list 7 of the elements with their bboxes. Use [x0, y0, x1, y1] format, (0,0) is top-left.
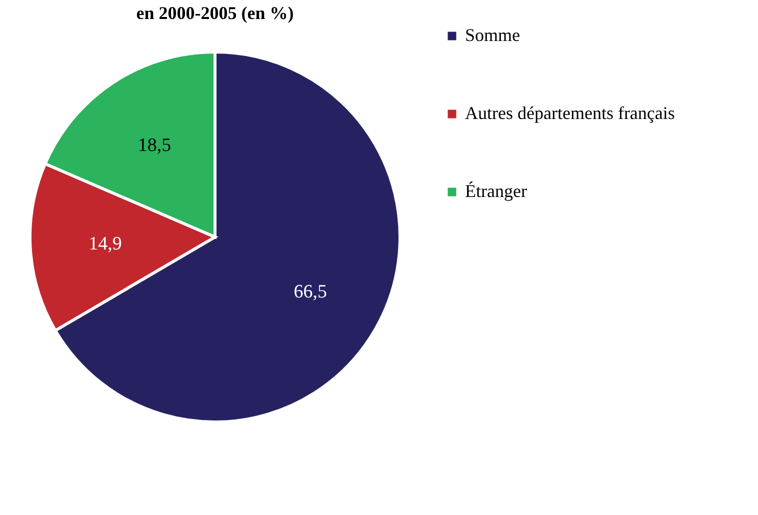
legend-label: Étranger: [465, 181, 527, 201]
data-label: 14,9: [88, 234, 122, 255]
legend-label: Somme: [465, 25, 520, 45]
legend-label: Autres départements français: [465, 103, 675, 123]
data-label: 18,5: [138, 135, 172, 156]
data-label: 66,5: [294, 282, 328, 303]
chart-title: en 2000-2005 (en %): [136, 3, 294, 23]
